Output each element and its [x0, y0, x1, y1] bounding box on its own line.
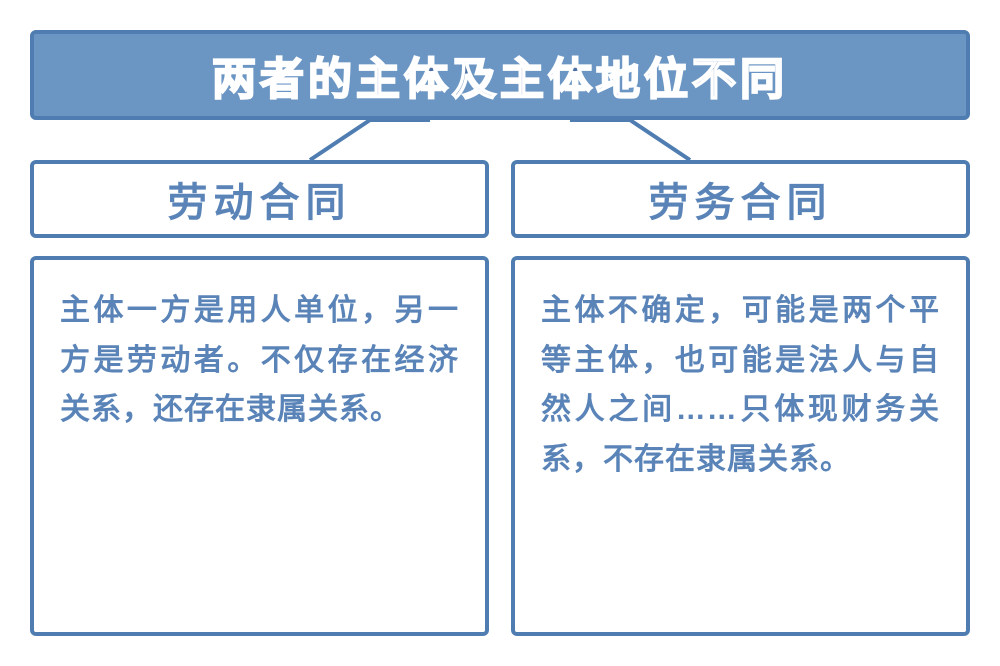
right-column: 劳务合同 主体不确定，可能是两个平等主体，也可能是法人与自然人之间……只体现财务…	[511, 160, 970, 636]
left-title: 劳动合同	[168, 170, 352, 228]
right-body-text: 主体不确定，可能是两个平等主体，也可能是法人与自然人之间……只体现财务关系，不存…	[541, 286, 940, 484]
left-sub-header: 劳动合同	[30, 160, 489, 238]
left-column: 劳动合同 主体一方是用人单位，另一方是劳动者。不仅存在经济关系，还存在隶属关系。	[30, 160, 489, 636]
connector-area	[30, 120, 970, 160]
right-body-box: 主体不确定，可能是两个平等主体，也可能是法人与自然人之间……只体现财务关系，不存…	[511, 256, 970, 636]
header-box: 两者的主体及主体地位不同	[30, 30, 970, 120]
right-sub-header: 劳务合同	[511, 160, 970, 238]
left-body-box: 主体一方是用人单位，另一方是劳动者。不仅存在经济关系，还存在隶属关系。	[30, 256, 489, 636]
left-body-text: 主体一方是用人单位，另一方是劳动者。不仅存在经济关系，还存在隶属关系。	[60, 286, 459, 435]
connector-left	[270, 120, 470, 160]
header-title: 两者的主体及主体地位不同	[212, 43, 788, 107]
columns-container: 劳动合同 主体一方是用人单位，另一方是劳动者。不仅存在经济关系，还存在隶属关系。…	[30, 160, 970, 636]
connector-right	[530, 120, 730, 160]
right-title: 劳务合同	[649, 170, 833, 228]
